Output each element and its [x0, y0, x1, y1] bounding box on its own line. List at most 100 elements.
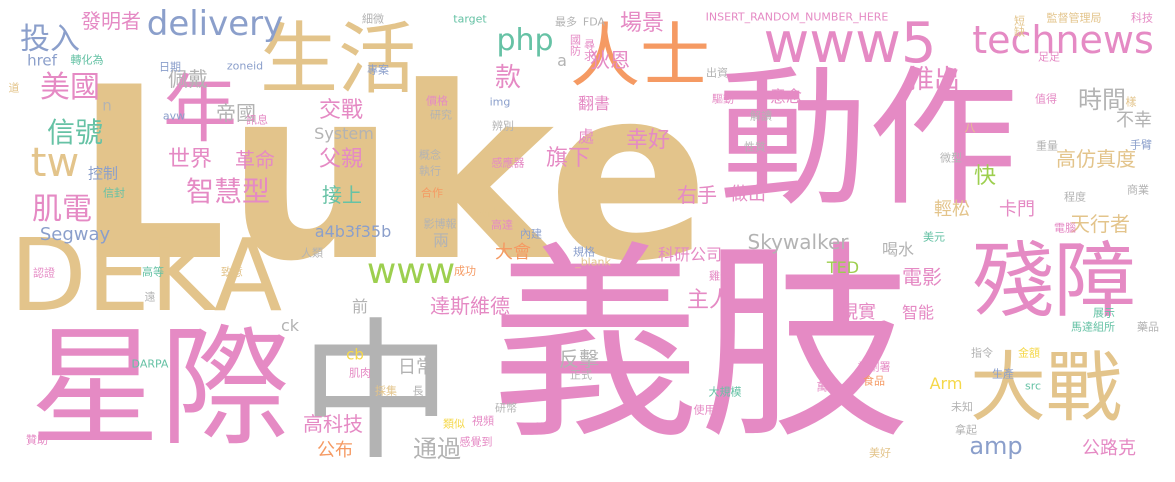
- word: 概念: [419, 148, 441, 162]
- word: 美好: [869, 446, 891, 460]
- word: 做出: [730, 184, 766, 205]
- word: 公布: [317, 440, 353, 461]
- word: 藥品: [1137, 320, 1159, 334]
- word: 轉化為: [70, 53, 104, 67]
- word: 兩: [432, 231, 450, 250]
- word: 輕松: [934, 199, 970, 220]
- word: 拿起: [955, 423, 977, 437]
- word: 感覺到: [459, 435, 493, 449]
- word: cb: [346, 345, 364, 364]
- word: 科研公司: [657, 245, 723, 264]
- word: 狄恩: [590, 48, 630, 72]
- word: 影博報: [423, 217, 457, 231]
- word: 高達: [491, 218, 513, 232]
- word: 規格: [573, 245, 595, 259]
- word: 現實: [840, 302, 876, 323]
- word: 細微: [362, 12, 384, 26]
- word: 尋求: [582, 39, 596, 61]
- word: 前: [351, 297, 369, 316]
- word: php: [496, 23, 554, 58]
- word: 視頻: [472, 414, 494, 428]
- word: Segway: [39, 224, 111, 245]
- word: 發明者: [81, 9, 141, 33]
- word: 八: [964, 121, 976, 135]
- word: 馬達組所: [1071, 320, 1115, 334]
- word: 成功: [454, 264, 476, 278]
- word: 研幣: [495, 401, 517, 415]
- word: avw: [162, 109, 186, 123]
- word: 科技: [1131, 11, 1153, 25]
- word: a4b3f35b: [314, 222, 392, 241]
- word: 短缺: [1012, 15, 1026, 37]
- word: www5: [763, 11, 937, 76]
- word: 場景: [619, 11, 665, 36]
- word: technews: [972, 18, 1154, 62]
- word: 足足: [1038, 50, 1060, 64]
- word: Skywalker: [747, 230, 849, 254]
- word: 程度: [1064, 190, 1086, 204]
- word: tw: [30, 140, 80, 186]
- word: 訊息: [246, 113, 268, 127]
- word: 樣: [1125, 95, 1137, 109]
- word: 使用者: [693, 403, 727, 417]
- word: 投入: [20, 22, 80, 57]
- word: 時間: [1078, 86, 1126, 114]
- word: 生活: [259, 15, 417, 105]
- word: 翻書: [577, 94, 611, 113]
- word: 款: [494, 63, 522, 93]
- word: 美國: [40, 70, 100, 105]
- word: 手臂: [1130, 138, 1152, 152]
- word: System: [314, 124, 374, 143]
- word: 監督管理局: [1046, 11, 1102, 25]
- word: 佩戴: [168, 67, 208, 91]
- word: 通過: [413, 435, 461, 463]
- word: n: [102, 96, 112, 115]
- word: 正式: [570, 368, 592, 382]
- word: zoneid: [226, 59, 264, 73]
- word: 金額: [1018, 346, 1040, 360]
- word: 伙伴: [476, 206, 498, 220]
- word: 人類: [301, 246, 323, 260]
- word: DARPA: [131, 357, 169, 371]
- word: 大規模: [708, 385, 742, 399]
- word: 達斯維德: [430, 294, 510, 318]
- word: 殘障: [971, 234, 1137, 329]
- word: 內建: [520, 227, 542, 241]
- word: 專案: [367, 63, 389, 77]
- word: 動作: [717, 53, 1019, 227]
- word: Luke: [74, 37, 710, 314]
- word: 革命: [235, 148, 275, 172]
- word: 高等: [142, 265, 164, 279]
- word: 信號: [46, 116, 104, 149]
- word: 價格: [426, 94, 448, 108]
- word: 信封: [103, 186, 125, 200]
- word: 指令: [971, 346, 993, 360]
- word: 公路克: [1082, 438, 1136, 459]
- word: 卡門: [999, 199, 1035, 220]
- word: 日常: [398, 357, 434, 378]
- word: 值得: [1035, 92, 1057, 106]
- word: 美元: [923, 230, 945, 244]
- word: 大戰: [970, 343, 1122, 432]
- word: 重量: [1036, 139, 1058, 153]
- word: 反擊: [559, 347, 599, 371]
- word: 贊助: [26, 433, 48, 447]
- word: 國防: [568, 34, 582, 56]
- word: 長: [412, 384, 424, 398]
- word: 驅動: [712, 92, 734, 106]
- word: 電影: [902, 265, 942, 289]
- word: 未知: [951, 400, 973, 414]
- word: 辨別: [492, 119, 514, 133]
- word: 意念: [769, 87, 803, 106]
- word: 道: [8, 81, 20, 95]
- word: 世界: [167, 147, 213, 172]
- word: 智能: [901, 303, 935, 322]
- word: 父親: [318, 147, 364, 172]
- word: 大會: [495, 242, 531, 263]
- word: 類似: [443, 417, 465, 431]
- word: href: [27, 51, 57, 70]
- word: DEKA: [9, 217, 283, 334]
- word: 天行者: [1070, 212, 1130, 236]
- word: target: [453, 12, 487, 26]
